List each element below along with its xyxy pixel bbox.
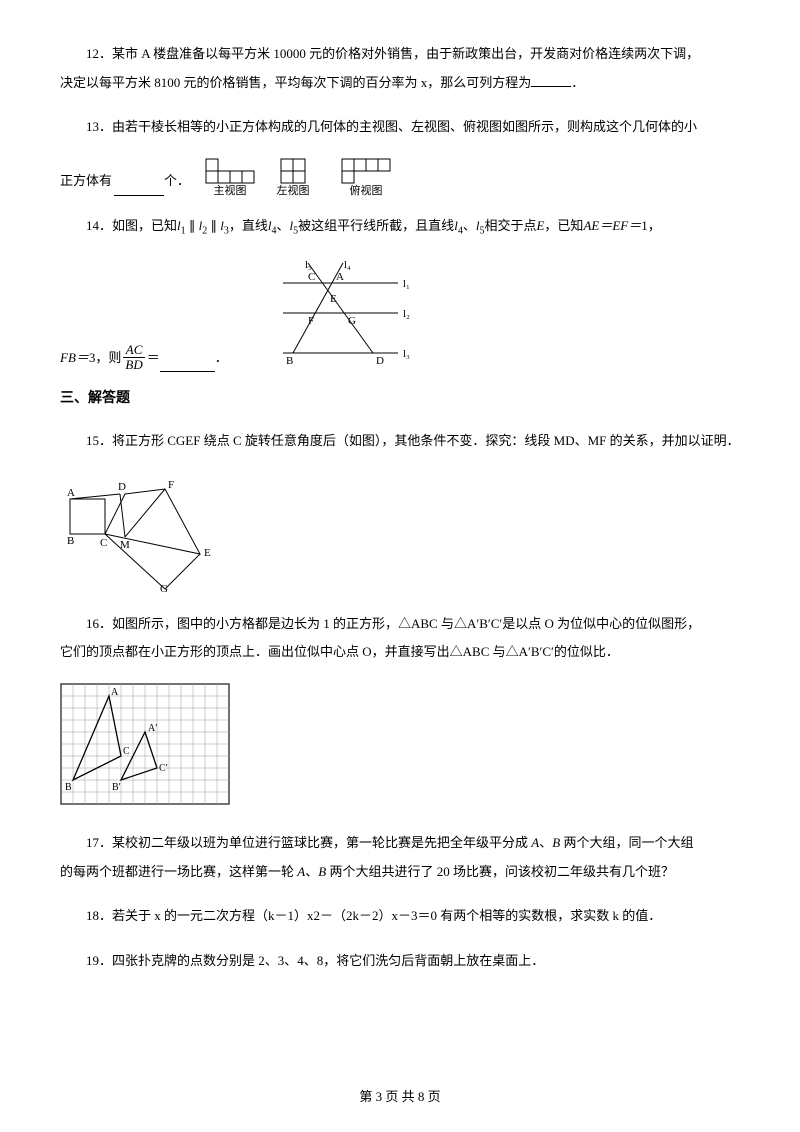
question-12: 12．某市 A 楼盘准备以每平方米 10000 元的价格对外销售，由于新政策出台… [60, 40, 740, 97]
question-18: 18．若关于 x 的一元二次方程（k－1）x2－（2k－2）x－3＝0 有两个相… [60, 902, 740, 931]
svg-text:左视图: 左视图 [277, 183, 310, 196]
svg-text:B′: B′ [112, 782, 121, 793]
svg-text:l₃: l₃ [403, 348, 410, 360]
svg-text:主视图: 主视图 [214, 183, 247, 196]
q16-diagram: A B C A′ B′ C′ [60, 683, 235, 813]
q15-num: 15 [86, 433, 99, 448]
q13-diagram-row: 正方体有 个． 主视图 左视图 俯视图 [60, 158, 740, 196]
q13-text-a: ．由若干棱长相等的小正方体构成的几何体的主视图、左视图、俯视图如图所示，则构成这… [99, 119, 697, 134]
svg-text:B: B [286, 355, 293, 367]
svg-text:G: G [160, 583, 168, 594]
q12-text-a: ．某市 A 楼盘准备以每平方米 10000 元的价格对外销售，由于新政策出台，开… [99, 46, 699, 61]
q12-text-b: 决定以每平方米 8100 元的价格销售，平均每次下调的百分率为 x，那么可列方程… [60, 75, 531, 90]
svg-text:F: F [308, 315, 314, 327]
q12-blank [531, 74, 571, 87]
question-13: 13．由若干棱长相等的小正方体构成的几何体的主视图、左视图、俯视图如图所示，则构… [60, 113, 740, 142]
svg-text:M: M [120, 539, 130, 551]
q14-num: 14 [86, 218, 99, 233]
q14-diagram: l₅ l₄ C A E F G B D l₁ l₂ l₃ [258, 258, 418, 368]
svg-text:F: F [168, 479, 174, 491]
q17-num: 17 [86, 835, 99, 850]
q13-left-view-icon: 左视图 [275, 158, 321, 196]
svg-text:B: B [65, 782, 72, 793]
svg-text:C: C [308, 271, 315, 283]
svg-text:l₂: l₂ [403, 308, 410, 320]
q14-fraction: AC BD [123, 343, 144, 373]
svg-text:E: E [204, 547, 211, 559]
q18-num: 18 [86, 908, 99, 923]
q12-end: ． [571, 75, 584, 90]
q15-diagram: A D F B C M E G [60, 474, 220, 594]
q14-blank [160, 359, 215, 372]
q13-main-view-icon: 主视图 [205, 158, 255, 196]
page-footer: 第 3 页 共 8 页 [0, 1083, 800, 1112]
question-16: 16．如图所示，图中的小方格都是边长为 1 的正方形，△ABC 与△A′B′C′… [60, 610, 740, 667]
svg-text:A: A [336, 271, 344, 283]
q13-text-b: 正方体有 [60, 167, 112, 196]
svg-text:C: C [100, 537, 107, 549]
svg-text:B: B [67, 535, 74, 547]
question-17: 17．某校初二年级以班为单位进行篮球比赛，第一轮比赛是先把全年级平分成 A、B … [60, 829, 740, 886]
q13-num: 13 [86, 119, 99, 134]
svg-text:l₅: l₅ [305, 259, 312, 271]
svg-text:G: G [348, 315, 356, 327]
svg-text:l₄: l₄ [344, 259, 351, 271]
q13-blank [114, 183, 164, 196]
svg-text:俯视图: 俯视图 [350, 183, 383, 196]
q16-num: 16 [86, 616, 99, 631]
question-19: 19．四张扑克牌的点数分别是 2、3、4、8，将它们洗匀后背面朝上放在桌面上． [60, 947, 740, 976]
svg-text:D: D [376, 355, 384, 367]
q13-top-view-icon: 俯视图 [341, 158, 395, 196]
question-15: 15．将正方形 CGEF 绕点 C 旋转任意角度后（如图），其他条件不变．探究：… [60, 427, 740, 456]
page-number: 第 3 页 共 8 页 [359, 1089, 440, 1104]
q13-text-c: 个． [164, 167, 190, 196]
q12-num: 12 [86, 46, 99, 61]
svg-text:C: C [123, 746, 130, 757]
svg-text:A: A [67, 487, 75, 499]
q14-row2: FB＝3，则 AC BD ＝． l₅ l₄ C A E F G B D l₁ l… [60, 258, 740, 372]
q19-num: 19 [86, 953, 99, 968]
svg-text:A′: A′ [148, 723, 157, 734]
svg-text:C′: C′ [159, 763, 168, 774]
question-14: 14．如图，已知l1 ∥ l2 ∥ l3，直线l4、l5被这组平行线所截，且直线… [60, 212, 740, 243]
section-3-title: 三、解答题 [60, 384, 740, 415]
svg-text:l₁: l₁ [403, 278, 410, 290]
svg-text:E: E [330, 293, 337, 305]
svg-text:A: A [111, 687, 119, 698]
svg-text:D: D [118, 481, 126, 493]
